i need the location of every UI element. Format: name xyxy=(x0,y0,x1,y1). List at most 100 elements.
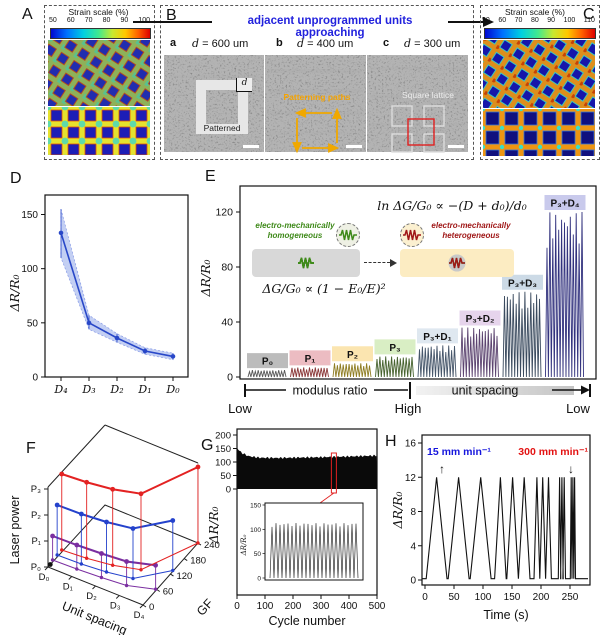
x-tick-label: 200 xyxy=(285,601,302,612)
floor-point xyxy=(131,576,135,581)
colorbar-tick: 70 xyxy=(84,17,93,24)
series-point xyxy=(74,542,80,548)
colorbar-tick: 80 xyxy=(530,17,539,24)
floor-point xyxy=(50,558,55,562)
inset-y-tick-label: 0 xyxy=(257,576,261,583)
x-axis-label: Time (s) xyxy=(483,608,528,622)
group-chip-label: P₃+D₁ xyxy=(423,332,452,343)
inset-y-tick-label: 100 xyxy=(250,527,261,534)
y-tick-label: 4 xyxy=(410,541,416,552)
panel-c-fea-image-grid xyxy=(483,109,595,156)
series-point xyxy=(78,511,84,517)
gf-tick xyxy=(170,573,174,577)
x-tick-label: D₀ xyxy=(39,572,50,583)
square-lattice-icon xyxy=(391,105,445,153)
floor-point xyxy=(110,563,115,567)
x-tick-label: 100 xyxy=(475,592,492,603)
floor-point xyxy=(79,562,84,566)
heterogeneous-chain-box xyxy=(400,249,514,277)
x-tick-label: 500 xyxy=(369,601,386,612)
colorbar-tick: 60 xyxy=(498,17,507,24)
floor-point xyxy=(99,575,104,580)
data-point xyxy=(86,320,92,326)
x-tick-label: D₁ xyxy=(63,582,73,593)
series-line xyxy=(56,504,173,530)
colorbar-tick: 70 xyxy=(514,17,523,24)
spike-train xyxy=(332,363,372,378)
y-tick-label: 120 xyxy=(215,207,233,219)
z-tick-label: P₃ xyxy=(31,484,41,495)
y-tick-label: 0 xyxy=(410,576,416,587)
floor-point xyxy=(153,587,158,591)
spike-train xyxy=(290,367,329,378)
series-point xyxy=(54,502,60,508)
patterning-paths-icon xyxy=(292,107,342,154)
sub-b-key: b xyxy=(276,37,283,49)
x-tick-label: 400 xyxy=(341,601,358,612)
plot-box xyxy=(239,185,597,380)
y-axis-label: ΔR/R₀ xyxy=(198,259,213,297)
y-axis-label: ΔR/R₀ xyxy=(206,506,221,544)
panel-e-label: E xyxy=(205,168,216,185)
homogeneous-label: electro-mechanically homogeneous xyxy=(255,221,335,240)
panel-a-box xyxy=(44,5,155,160)
rate-label-fast: 300 mm min⁻¹ xyxy=(518,446,588,458)
x-tick-label: 0 xyxy=(234,601,240,612)
group-chip xyxy=(459,310,501,326)
scalebar-c xyxy=(448,145,464,148)
gf-tick-label: 0 xyxy=(149,602,154,613)
group-chip-label: P₂ xyxy=(347,350,358,361)
panel-h-label: H xyxy=(385,433,397,450)
frame-edge xyxy=(104,424,199,464)
panel-c-label: C xyxy=(583,6,595,23)
series-line xyxy=(61,466,199,495)
x-tick-label: 0 xyxy=(422,592,428,603)
panel-c-colorbar xyxy=(484,28,596,39)
heterogeneous-label: electro-mechanically heterogeneous xyxy=(431,221,511,240)
sub-b-dim: d = 400 um xyxy=(297,37,354,50)
x-tick-label: D₂ xyxy=(86,591,97,602)
inset-y-axis-label: ΔR/R₀ xyxy=(240,534,248,556)
panel-g-label: G xyxy=(201,437,214,454)
series-line xyxy=(52,535,156,567)
panel-d-chart: 0 50 100 150 D₄ D₃ D₂ D₁ D₀ ΔR/R₀ xyxy=(7,194,189,396)
y-tick-label: 0 xyxy=(32,373,38,384)
y-tick-label: 50 xyxy=(220,471,231,482)
y-tick-label: 150 xyxy=(21,210,38,221)
panel-b-label: B xyxy=(166,7,177,24)
axis-note-arrowhead-icon xyxy=(581,385,590,395)
group-chip xyxy=(289,350,331,366)
z-tick-label: P₁ xyxy=(31,536,41,547)
panel-f-label: F xyxy=(26,440,36,457)
rate-label-slow: 15 mm min⁻¹ xyxy=(427,446,491,458)
gf-tick-label: 240 xyxy=(204,540,220,551)
group-chip xyxy=(417,328,458,344)
panel-c-fea-image-tilted xyxy=(483,40,595,108)
x-tick-label: D₃ xyxy=(81,383,95,396)
data-point xyxy=(170,354,176,359)
y-tick-label: 100 xyxy=(215,458,231,469)
colorbar-tick: 60 xyxy=(66,17,75,24)
modulus-ratio-label: modulus ratio xyxy=(292,384,367,398)
d-spacing-marker: d xyxy=(236,78,252,92)
panel-e-chart: 0 40 80 120 ΔR/R₀ P₀ P₁ P₂ P₃ P₃+D₁ P₃+D₂ P₃+D₃ P₃+D… xyxy=(198,185,597,416)
x-axis-label: Cycle number xyxy=(268,614,345,628)
spike-train xyxy=(502,291,542,378)
group-chip xyxy=(502,274,543,290)
spike-train xyxy=(460,327,499,378)
colorbar-tick: 100 xyxy=(563,17,576,24)
sub-c-dim: d = 300 um xyxy=(404,37,461,50)
transition-arrowhead-icon xyxy=(390,259,397,267)
floor-point xyxy=(55,553,59,557)
group-chip-label: P₁ xyxy=(305,354,316,365)
y-tick-label: 8 xyxy=(410,507,416,518)
x-tick xyxy=(68,576,73,580)
y-tick-label: 80 xyxy=(221,262,233,274)
panel-b-box xyxy=(160,5,474,160)
series-point xyxy=(153,562,158,568)
panel-a-label: A xyxy=(22,6,33,23)
panel-a-colorbar-title: Strain scale (%) xyxy=(68,7,129,17)
data-point xyxy=(114,335,120,341)
y-tick-label: 0 xyxy=(227,372,233,384)
